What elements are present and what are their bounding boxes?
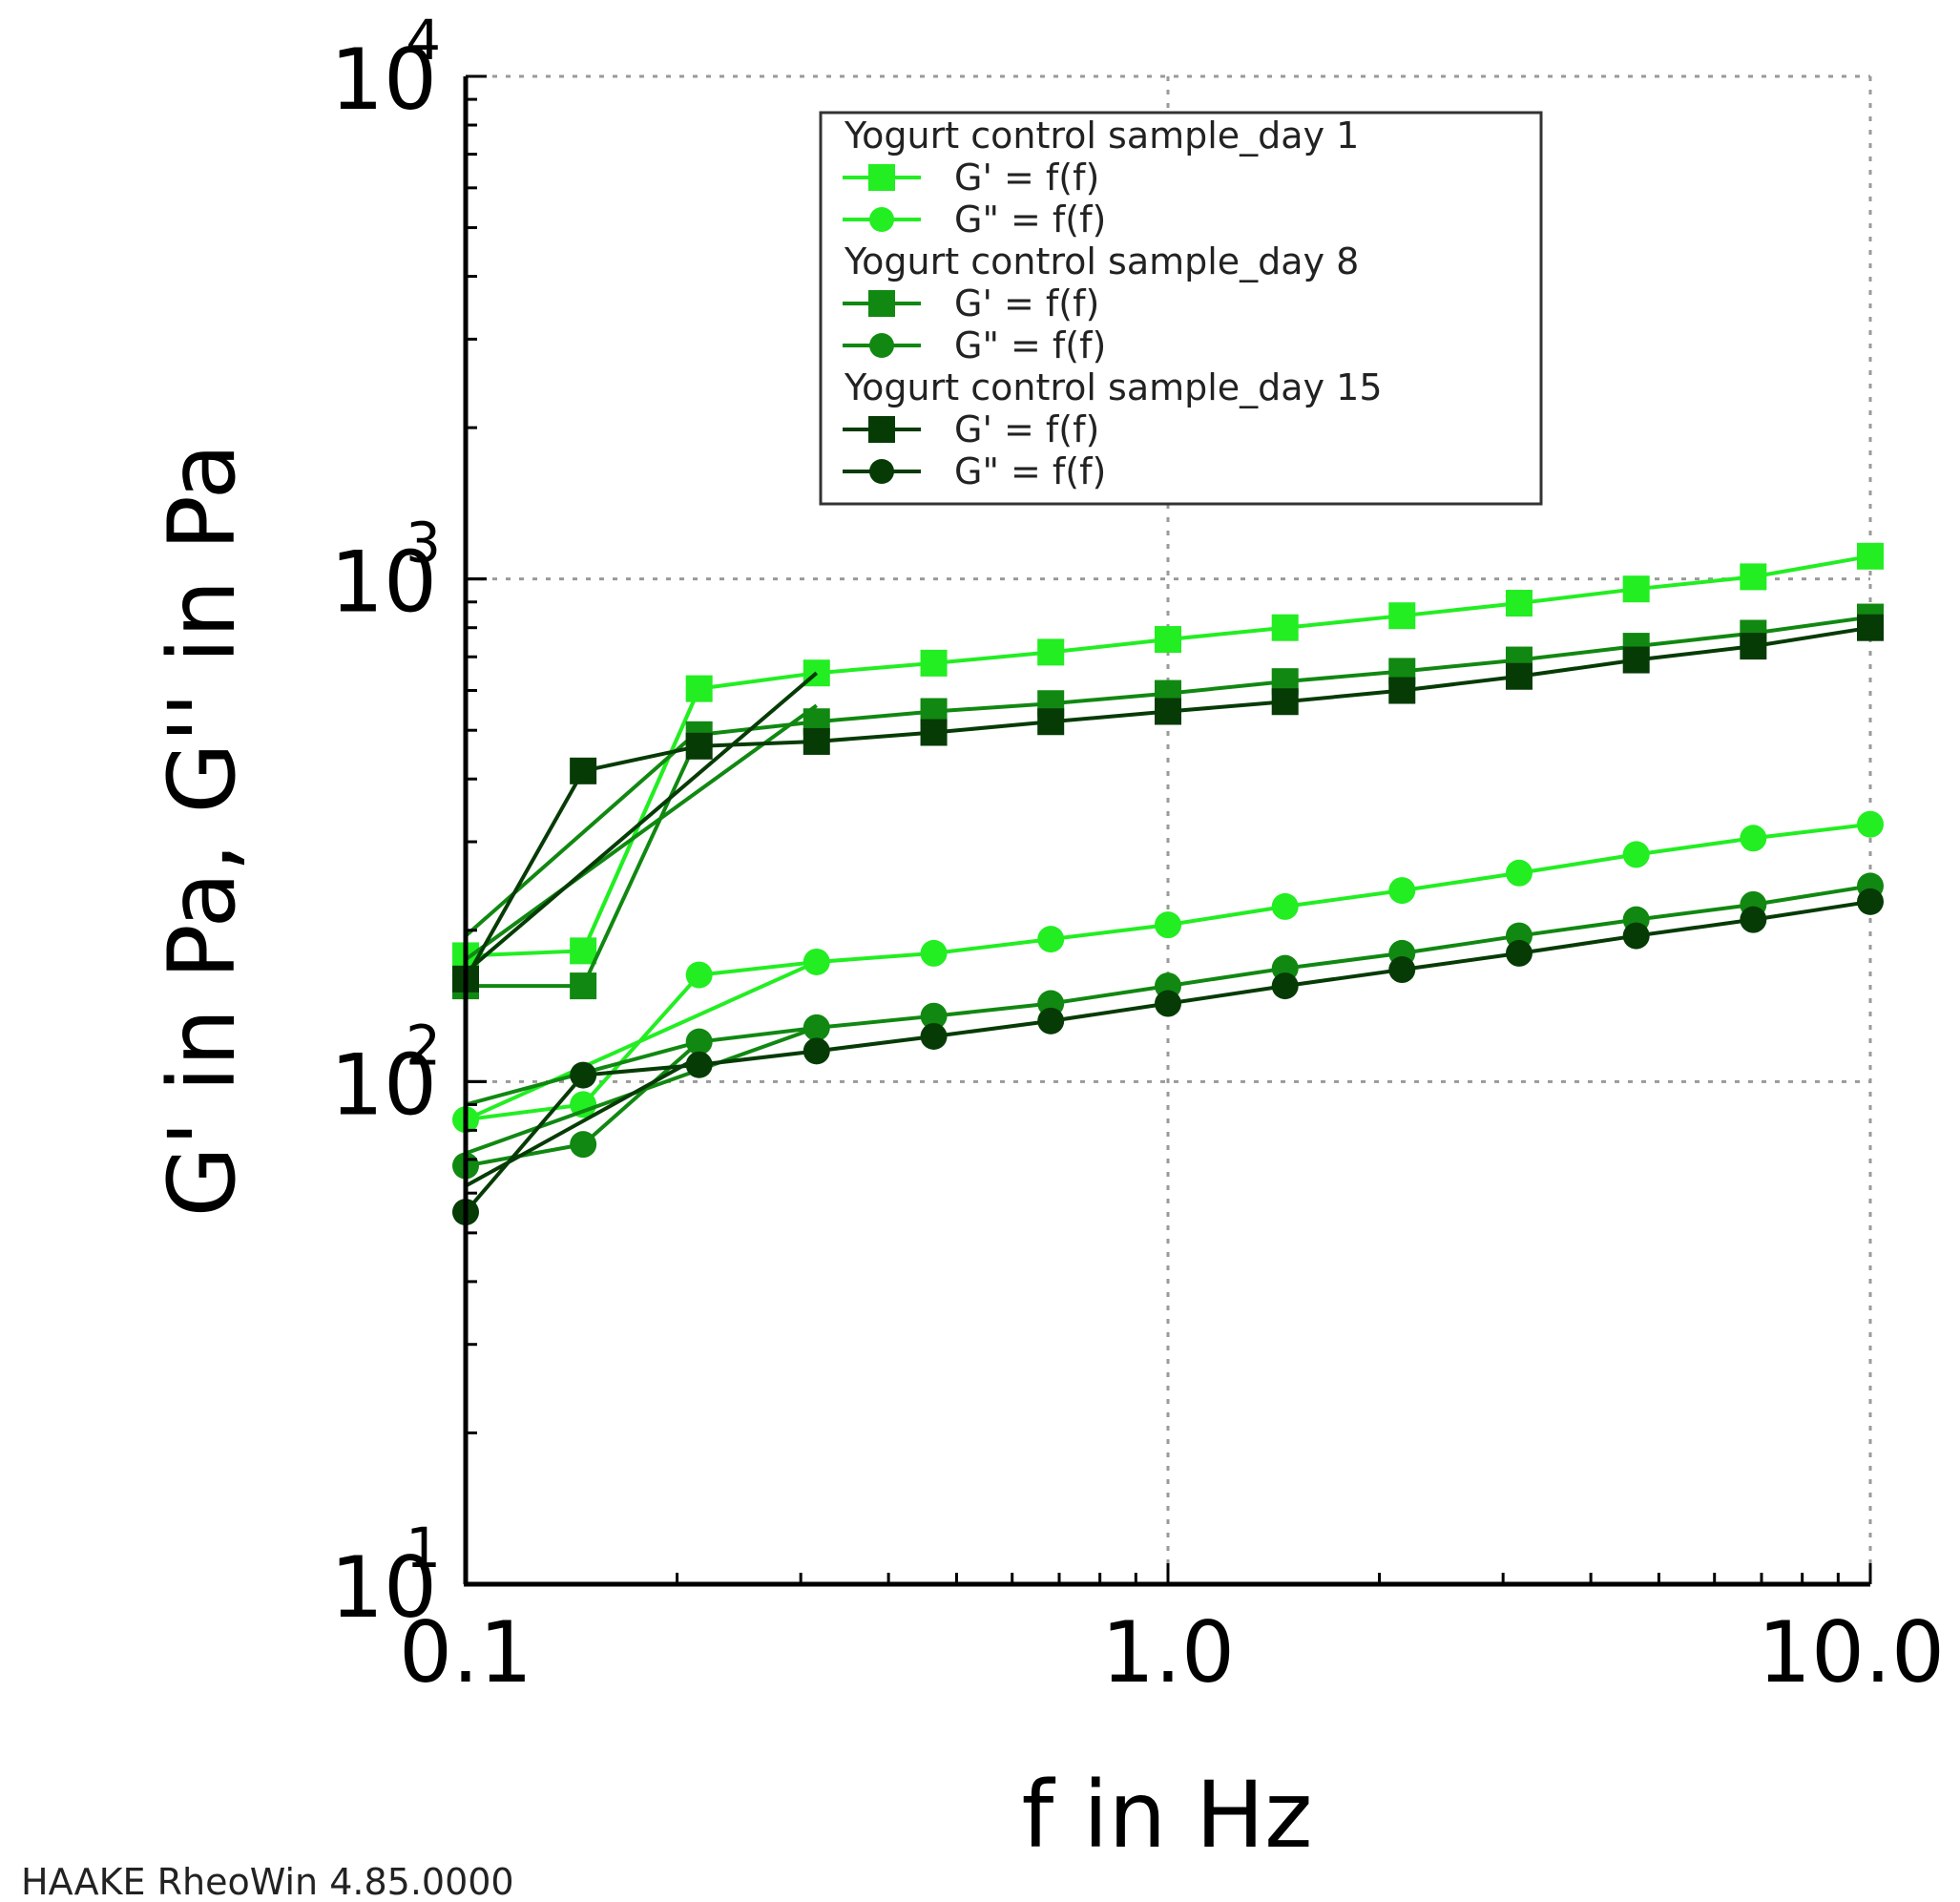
data-point-square: [920, 719, 948, 746]
series-connector-line: [464, 703, 818, 961]
series-connector-line: [464, 671, 819, 974]
grid: [466, 74, 1872, 1584]
y-tick-exponent: 2: [406, 1013, 441, 1077]
data-point-circle: [920, 1022, 948, 1050]
data-point-square: [1740, 563, 1767, 591]
data-point-circle: [1037, 926, 1065, 953]
y-tick-exponent: 4: [406, 8, 441, 73]
ticks: [464, 74, 1872, 1586]
series-day1_Gpp: [452, 810, 1884, 1134]
data-point-square: [1271, 614, 1299, 641]
y-axis-title: G' in Pa, G'' in Pa: [149, 444, 256, 1218]
data-point-square: [803, 727, 830, 755]
data-point-square: [1388, 677, 1416, 704]
legend-series-label: G" = f(f): [954, 450, 1106, 492]
data-point-circle: [685, 1051, 713, 1078]
data-point-circle: [920, 939, 948, 967]
legend-group-title: Yogurt control sample_day 1: [844, 115, 1359, 157]
legend-marker-circle: [869, 207, 894, 232]
x-tick-label: 1.0: [1101, 1603, 1235, 1702]
data-point-square: [920, 649, 948, 677]
data-point-square: [1388, 602, 1416, 630]
data-point-square: [1622, 575, 1650, 603]
legend-series-label: G" = f(f): [954, 199, 1106, 240]
data-point-circle: [1857, 888, 1884, 915]
data-point-circle: [685, 961, 713, 989]
data-point-circle: [1037, 1007, 1065, 1035]
data-point-square: [570, 937, 597, 965]
legend-series-label: G' = f(f): [954, 282, 1099, 324]
legend-series-label: G" = f(f): [954, 324, 1106, 366]
data-point-square: [1155, 626, 1181, 654]
data-point-circle: [920, 1002, 948, 1030]
data-point-circle: [1857, 810, 1884, 838]
legend-marker-square: [868, 416, 895, 443]
legend-series-label: G' = f(f): [954, 157, 1099, 199]
data-point-square: [685, 732, 713, 760]
data-point-circle: [570, 1061, 597, 1089]
y-tick-label: 10: [330, 533, 437, 632]
plot-area: [452, 542, 1884, 1226]
data-point-circle: [1388, 956, 1416, 984]
x-axis-title: f in Hz: [1022, 1762, 1313, 1869]
data-point-square: [1622, 646, 1650, 674]
legend: Yogurt control sample_day 1G' = f(f)G" =…: [819, 111, 1543, 506]
data-point-circle: [570, 1131, 597, 1159]
data-point-circle: [1271, 892, 1299, 920]
data-point-square: [1505, 590, 1533, 617]
data-point-square: [1271, 688, 1299, 716]
data-point-circle: [685, 1028, 713, 1056]
x-tick-label: 0.1: [399, 1603, 532, 1702]
data-point-square: [685, 675, 713, 702]
data-point-square: [1505, 662, 1533, 690]
legend-marker-circle: [869, 459, 894, 484]
data-point-circle: [803, 1014, 830, 1041]
data-point-square: [1155, 698, 1181, 725]
legend-marker-square: [868, 290, 895, 317]
legend-series-label: G' = f(f): [954, 408, 1099, 450]
y-tick-exponent: 1: [406, 1515, 441, 1580]
y-tick-label: 10: [330, 1538, 437, 1637]
data-point-square: [1740, 633, 1767, 660]
software-version: HAAKE RheoWin 4.85.0000: [21, 1861, 514, 1902]
data-point-circle: [1740, 906, 1767, 933]
data-point-circle: [1622, 841, 1650, 868]
legend-marker-square: [868, 164, 895, 191]
y-tick-exponent: 3: [406, 511, 441, 575]
data-point-square: [1037, 638, 1065, 666]
x-tick-label: 10.0: [1758, 1603, 1945, 1702]
data-point-square: [570, 972, 597, 1000]
data-point-circle: [1740, 825, 1767, 852]
data-point-circle: [1155, 911, 1181, 939]
data-point-square: [570, 757, 597, 784]
data-point-circle: [803, 948, 830, 975]
data-point-circle: [570, 1091, 597, 1118]
data-point-circle: [1271, 972, 1299, 1000]
data-point-circle: [1505, 859, 1533, 887]
data-point-circle: [1622, 922, 1650, 950]
legend-group-title: Yogurt control sample_day 15: [844, 366, 1383, 408]
data-point-circle: [1388, 877, 1416, 905]
legend-box: [819, 111, 1543, 506]
series-day15_Gpp: [452, 888, 1884, 1226]
data-point-circle: [803, 1037, 830, 1065]
y-tick-label: 10: [330, 1035, 437, 1134]
data-point-square: [1857, 614, 1884, 641]
data-point-square: [1037, 708, 1065, 736]
y-tick-label: 10: [330, 31, 437, 129]
data-point-square: [1857, 542, 1884, 570]
legend-group-title: Yogurt control sample_day 8: [844, 240, 1359, 282]
data-point-circle: [1155, 990, 1181, 1017]
legend-marker-circle: [869, 333, 894, 358]
series-day15_Gp: [452, 614, 1884, 993]
series-connector-line: [464, 728, 700, 938]
data-point-circle: [1505, 939, 1533, 967]
